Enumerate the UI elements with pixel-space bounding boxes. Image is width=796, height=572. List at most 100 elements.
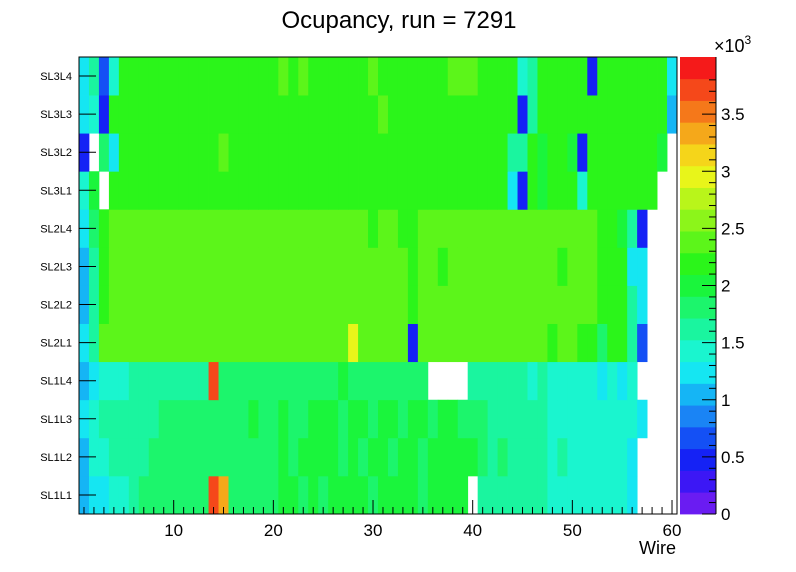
heatmap-cell: [607, 323, 618, 363]
heatmap-cell: [627, 285, 638, 324]
heatmap-cell: [607, 247, 618, 286]
heatmap-cell: [547, 95, 558, 134]
heatmap-cell: [218, 247, 229, 286]
heatmap-cell: [258, 285, 269, 324]
heatmap-cell: [338, 95, 349, 134]
heatmap-cell: [567, 361, 578, 401]
heatmap-cell: [427, 437, 439, 477]
heatmap-cell: [298, 133, 309, 172]
heatmap-cell: [627, 437, 638, 477]
heatmap-cell: [318, 323, 329, 363]
heatmap-cell: [328, 475, 339, 515]
heatmap-cell: [258, 399, 269, 439]
heatmap-cell: [158, 133, 170, 172]
heatmap-cell: [188, 209, 199, 248]
heatmap-cell: [328, 171, 339, 210]
heatmap-cell: [437, 95, 449, 134]
heatmap-cell: [308, 361, 319, 401]
heatmap-cell: [627, 171, 638, 210]
heatmap-cell: [278, 247, 289, 286]
color-scale-band: [680, 426, 716, 450]
heatmap-cell: [198, 209, 209, 248]
heatmap-cell: [248, 437, 259, 477]
heatmap-cell: [507, 285, 518, 324]
x-tick-label: 10: [164, 521, 183, 540]
heatmap-cell: [497, 475, 508, 515]
heatmap-cell: [597, 437, 608, 477]
heatmap-cell: [387, 209, 399, 248]
heatmap-cell: [407, 285, 419, 324]
heatmap-cell: [298, 57, 309, 96]
heatmap-cell: [467, 209, 479, 248]
x-tick-label: 20: [264, 521, 283, 540]
heatmap-cell: [218, 209, 229, 248]
heatmap-cell: [288, 437, 299, 477]
color-scale-band: [680, 361, 716, 384]
heatmap-cell: [647, 95, 658, 134]
heatmap-cell: [138, 437, 150, 477]
heatmap-cell: [118, 133, 130, 172]
z-tick-label: 1: [721, 391, 730, 410]
heatmap-cell: [138, 133, 150, 172]
heatmap-cell: [108, 437, 120, 477]
heatmap-cell: [358, 285, 369, 324]
heatmap-cell: [627, 361, 638, 401]
heatmap-cell: [258, 57, 269, 96]
heatmap-cell: [537, 285, 548, 324]
heatmap-cell: [208, 361, 219, 401]
heatmap-cell: [288, 209, 299, 248]
heatmap-cell: [427, 285, 439, 324]
heatmap-cell: [627, 57, 638, 96]
z-tick-label: 3: [721, 162, 730, 181]
heatmap-cell: [368, 133, 379, 172]
heatmap-cell: [427, 171, 439, 210]
heatmap-cell: [298, 475, 309, 515]
heatmap-cell: [208, 133, 219, 172]
heatmap-cell: [368, 95, 379, 134]
heatmap-cell: [368, 247, 379, 286]
heatmap-cell: [238, 247, 249, 286]
heatmap-cell: [557, 399, 568, 439]
color-scale-band: [680, 231, 716, 254]
heatmap-cell: [607, 133, 618, 172]
heatmap-cell: [497, 399, 508, 439]
heatmap-cell: [328, 133, 339, 172]
heatmap-cell: [477, 285, 489, 324]
heatmap-cell: [98, 285, 110, 324]
heatmap-cell: [98, 133, 110, 172]
heatmap-cell: [148, 57, 160, 96]
heatmap-cell: [148, 361, 160, 401]
heatmap-cell: [417, 247, 429, 286]
heatmap-cell: [537, 361, 548, 401]
heatmap-cell: [138, 323, 150, 363]
heatmap-cell: [318, 95, 329, 134]
heatmap-cell: [387, 361, 399, 401]
heatmap-cell: [607, 171, 618, 210]
heatmap-cell: [268, 361, 279, 401]
heatmap-cell: [338, 285, 349, 324]
heatmap-cell: [457, 399, 469, 439]
heatmap-cell: [208, 323, 219, 363]
heatmap-cell: [387, 95, 399, 134]
heatmap-cell: [338, 475, 349, 515]
heatmap-cell: [228, 133, 239, 172]
heatmap-cell: [607, 437, 618, 477]
heatmap-cell: [308, 171, 319, 210]
heatmap-cell: [517, 57, 528, 96]
heatmap-cell: [148, 285, 160, 324]
heatmap-cell: [397, 361, 409, 401]
heatmap-cell: [637, 133, 648, 172]
heatmap-cell: [417, 399, 429, 439]
heatmap-cell: [617, 247, 628, 286]
heatmap-cell: [138, 361, 150, 401]
heatmap-cell: [457, 95, 469, 134]
color-scale-band: [680, 405, 716, 428]
heatmap-cell: [447, 171, 459, 210]
heatmap-cell: [198, 247, 209, 286]
heatmap-cell: [547, 57, 558, 96]
heatmap-cell: [577, 171, 588, 210]
heatmap-cell: [148, 437, 160, 477]
heatmap-cell: [587, 323, 598, 363]
heatmap-cell: [278, 95, 289, 134]
